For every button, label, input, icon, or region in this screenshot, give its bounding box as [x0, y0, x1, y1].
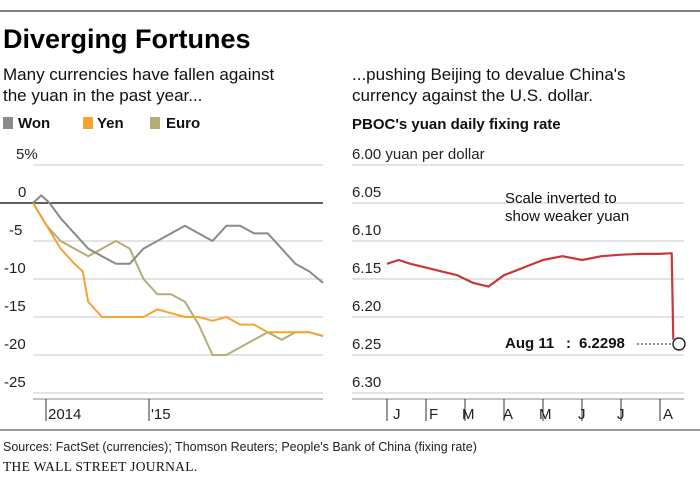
- left-x-axis: 2014 '15: [33, 398, 323, 423]
- legend: Won Yen Euro: [3, 115, 200, 132]
- scale-note-line1: Scale inverted to: [505, 190, 617, 207]
- euro-series-line: [32, 202, 324, 356]
- callout-value: 6.2298: [579, 335, 625, 352]
- legend-swatch-euro: [150, 117, 160, 129]
- left-gridlines: [0, 164, 323, 394]
- right-y-tick-label: 6.15: [352, 260, 381, 277]
- legend-label-yen: Yen: [97, 115, 124, 132]
- legend-swatch-yen: [83, 117, 93, 129]
- publisher-logo: THE WALL STREET JOURNAL.: [3, 459, 197, 474]
- scale-note-line2: show weaker yuan: [505, 208, 629, 225]
- right-y-tick-label: 6.05: [352, 184, 381, 201]
- right-x-tick-label: J: [393, 406, 401, 423]
- right-y-tick-label: 6.20: [352, 298, 381, 315]
- won-series-line: [32, 194, 324, 284]
- figure-title: Diverging Fortunes: [3, 24, 251, 54]
- left-plot: [32, 194, 324, 356]
- right-x-tick-label: M: [462, 406, 475, 423]
- left-y-tick-label: -5: [9, 222, 22, 239]
- left-subtitle-line2: the yuan in the past year...: [3, 86, 202, 105]
- right-chart-title: PBOC's yuan daily fixing rate: [352, 116, 561, 133]
- right-y-axis: 6.00 yuan per dollar 6.05 6.10 6.15 6.20…: [352, 146, 485, 391]
- right-y-tick-label: 6.25: [352, 336, 381, 353]
- left-subtitle-line1: Many currencies have fallen against: [3, 65, 274, 84]
- right-x-tick-label: J: [578, 406, 586, 423]
- left-y-tick-label: -15: [4, 298, 26, 315]
- right-subtitle-line1: ...pushing Beijing to devalue China's: [352, 65, 626, 84]
- left-y-tick-label: 0: [18, 184, 26, 201]
- callout-date: Aug 11: [505, 335, 554, 352]
- left-y-tick-label: -20: [4, 336, 26, 353]
- right-gridlines: [352, 164, 684, 394]
- yen-series-line: [32, 202, 324, 337]
- left-y-tick-label: -25: [4, 374, 26, 391]
- right-y-tick-label: 6.30: [352, 374, 381, 391]
- fixing-rate-line: [386, 252, 675, 340]
- legend-label-euro: Euro: [166, 115, 200, 132]
- left-y-tick-label: -10: [4, 260, 26, 277]
- right-y-tick-label: 6.00 yuan per dollar: [352, 146, 485, 163]
- right-subtitle-line2: currency against the U.S. dollar.: [352, 86, 593, 105]
- right-y-tick-label: 6.10: [352, 222, 381, 239]
- left-y-tick-label: 5%: [16, 146, 38, 163]
- right-x-tick-label: A: [663, 406, 673, 423]
- callout-separator: :: [566, 335, 571, 352]
- right-x-tick-label: F: [429, 406, 438, 423]
- left-x-tick-label: 2014: [48, 406, 81, 423]
- left-x-tick-label: '15: [151, 406, 171, 423]
- callout-background: [502, 332, 652, 354]
- right-x-tick-label: M: [539, 406, 552, 423]
- right-x-tick-label: A: [503, 406, 513, 423]
- legend-swatch-won: [3, 117, 13, 129]
- sources-note: Sources: FactSet (currencies); Thomson R…: [3, 440, 477, 454]
- aug11-callout: Aug 11 : 6.2298: [505, 335, 686, 352]
- callout-marker: [672, 337, 686, 351]
- right-x-axis: J F M A M J J A: [352, 398, 684, 423]
- left-y-axis: 5% 0 -5 -10 -15 -20 -25: [4, 146, 38, 391]
- right-x-tick-label: J: [617, 406, 625, 423]
- legend-label-won: Won: [18, 115, 50, 132]
